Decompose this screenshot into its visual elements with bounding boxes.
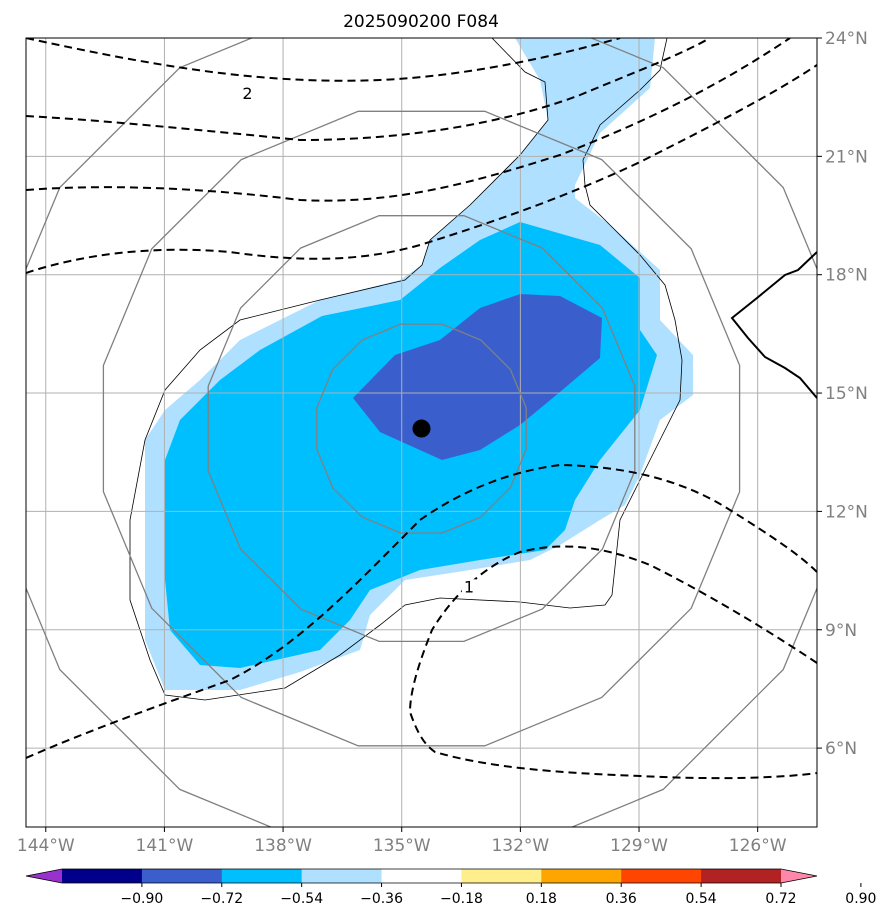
x-tick-label-2: 138°W: [254, 836, 312, 856]
map-title: 2025090200 F084: [343, 12, 499, 32]
colorbar-outline: [25, 868, 818, 884]
coastline: [730, 251, 817, 399]
colorbar-swatch-6: [541, 869, 622, 883]
colorbar-extend-high: [781, 869, 817, 883]
x-tick-label-4: 132°W: [491, 836, 549, 856]
colorbar-swatch-4: [381, 869, 462, 883]
range-ring-1: [207, 215, 636, 643]
dashed-contour-top-1: [26, 38, 621, 82]
colorbar-swatch-2: [221, 869, 303, 883]
dashed-contour-top-4: [26, 64, 817, 274]
contour-label-0: 2: [242, 84, 252, 103]
dashed-contour-bottom-1: [26, 463, 817, 759]
contour-label-bg-1: [461, 579, 476, 596]
colorbar-label-2: −0.54: [280, 891, 323, 907]
dashed-contour-top-3: [26, 38, 791, 202]
colorbar-label-8: 0.72: [765, 891, 796, 907]
range-ring-3: [26, 38, 817, 827]
colorbar-label-4: −0.18: [440, 891, 483, 907]
colorbar-label-0: −0.90: [120, 891, 163, 907]
dashed-contour-bottom-2: [408, 545, 817, 780]
colorbar-label-5: 0.18: [526, 891, 557, 907]
y-tick-label-2: 18°N: [825, 266, 868, 286]
y-tick-label-3: 15°N: [825, 384, 868, 404]
storm-center-marker: [412, 419, 431, 438]
colorbar-swatch-0: [62, 869, 143, 883]
y-axis-ticks: 24°N 21°N 18°N 15°N 12°N 9°N 6°N: [817, 29, 868, 759]
contour-labels: 21: [240, 84, 476, 596]
x-tick-label-6: 126°W: [729, 836, 787, 856]
x-tick-label-1: 141°W: [136, 836, 194, 856]
colorbar-swatch-1: [141, 869, 223, 883]
colorbar-swatch-5: [461, 869, 542, 883]
dashed-contours: [26, 38, 817, 780]
y-tick-label-4: 12°N: [825, 502, 868, 522]
colorbar-label-1: −0.72: [200, 891, 243, 907]
x-tick-label-0: 144°W: [17, 836, 75, 856]
colorbar-swatch-3: [301, 869, 383, 883]
x-tick-label-5: 129°W: [610, 836, 668, 856]
colorbar-label-9: 0.90: [845, 891, 876, 907]
map-area: 21: [26, 38, 817, 827]
map-frame: [25, 37, 818, 828]
colorbar-extend-low: [26, 869, 62, 883]
shading-royal-blue: [353, 294, 602, 460]
range-ring-2: [102, 110, 741, 747]
y-tick-label-0: 24°N: [825, 29, 868, 49]
colorbar: −0.90 −0.72 −0.54 −0.36 −0.18 0.18 0.36 0.54 0.7…: [25, 868, 876, 907]
colorbar-label-6: 0.36: [606, 891, 637, 907]
shading-outline: [129, 38, 683, 701]
colorbar-swatch-8: [701, 869, 782, 883]
colorbar-label-3: −0.36: [360, 891, 403, 907]
colorbar-swatch-7: [621, 869, 702, 883]
dashed-contour-top-2: [26, 38, 711, 142]
y-tick-label-6: 6°N: [825, 739, 857, 759]
y-tick-label-5: 9°N: [825, 621, 857, 641]
contour-label-1: 1: [464, 577, 474, 596]
range-ring-0: [316, 323, 527, 534]
colorbar-label-7: 0.54: [686, 891, 717, 907]
x-axis-ticks: 144°W 141°W 138°W 135°W 132°W 129°W 126°W: [17, 827, 787, 856]
y-tick-label-1: 21°N: [825, 147, 868, 167]
x-tick-label-3: 135°W: [373, 836, 431, 856]
range-rings: [26, 38, 817, 827]
contour-label-bg-0: [240, 86, 255, 103]
